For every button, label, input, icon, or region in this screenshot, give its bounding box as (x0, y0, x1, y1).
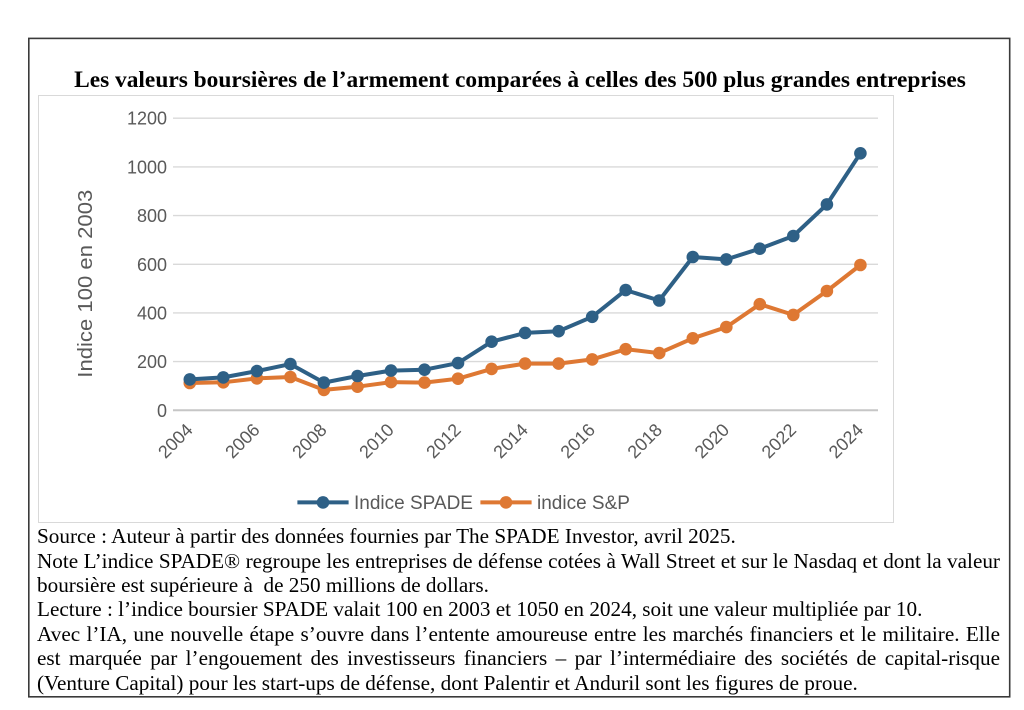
svg-text:1200: 1200 (127, 109, 167, 129)
svg-text:indice S&P: indice S&P (537, 493, 630, 514)
svg-text:800: 800 (137, 206, 167, 226)
svg-text:1000: 1000 (127, 157, 167, 177)
svg-text:400: 400 (137, 303, 167, 323)
svg-text:Indice 100 en 2003: Indice 100 en 2003 (75, 190, 97, 378)
svg-text:600: 600 (137, 255, 167, 275)
svg-text:Indice SPADE: Indice SPADE (354, 493, 473, 514)
svg-text:0: 0 (157, 401, 167, 421)
svg-text:200: 200 (137, 352, 167, 372)
